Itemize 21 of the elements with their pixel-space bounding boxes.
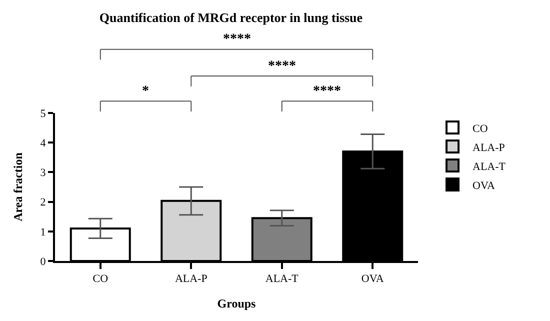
- chart-title: Quantification of MRGd receptor in lung tissue: [99, 10, 363, 25]
- legend-label: ALA-P: [472, 142, 505, 154]
- y-tick-label: 4: [40, 137, 46, 150]
- x-tick-label: ALA-P: [174, 273, 208, 286]
- legend-label: OVA: [472, 180, 495, 192]
- legend-label: ALA-T: [472, 160, 506, 173]
- text: *: [142, 84, 149, 99]
- y-tick-label: 1: [40, 226, 46, 238]
- y-tick-label: 3: [40, 167, 46, 180]
- text: ****: [223, 32, 251, 47]
- y-axis-title: Area fraction: [11, 152, 26, 222]
- legend-label: CO: [472, 122, 488, 135]
- text: ****: [268, 59, 296, 74]
- y-tick-label: 5: [40, 108, 46, 120]
- y-tick-label: 0: [40, 256, 46, 268]
- x-axis-title: Groups: [217, 296, 256, 311]
- x-tick-label: ALA-T: [265, 273, 299, 286]
- x-tick-label: OVA: [361, 273, 384, 286]
- y-tick-label: 2: [40, 196, 46, 209]
- x-tick-label: CO: [92, 273, 108, 286]
- text: ****: [313, 84, 341, 99]
